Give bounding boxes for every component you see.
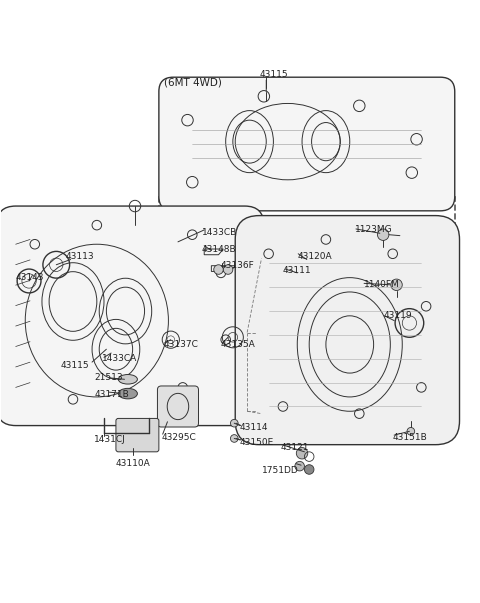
Text: 43295C: 43295C [161, 433, 196, 442]
Text: 43148B: 43148B [202, 244, 237, 253]
Text: 1140FM: 1140FM [364, 280, 400, 289]
Text: 1433CA: 1433CA [102, 355, 137, 363]
Circle shape [407, 428, 415, 435]
Circle shape [296, 447, 308, 459]
Text: (6MT 4WD): (6MT 4WD) [164, 77, 221, 87]
Text: 43151B: 43151B [393, 433, 428, 442]
Ellipse shape [118, 388, 137, 399]
FancyBboxPatch shape [159, 197, 455, 321]
FancyBboxPatch shape [159, 77, 455, 211]
Text: 43115: 43115 [61, 361, 90, 370]
Text: 43115: 43115 [259, 71, 288, 80]
Circle shape [391, 279, 402, 291]
Circle shape [230, 419, 238, 427]
Text: 43150E: 43150E [240, 438, 274, 447]
Text: 43136F: 43136F [221, 261, 255, 270]
FancyBboxPatch shape [235, 216, 459, 444]
Text: 43121: 43121 [281, 443, 309, 452]
Circle shape [230, 435, 238, 442]
Text: 43143: 43143 [16, 273, 44, 282]
Ellipse shape [118, 374, 137, 384]
Text: 21513: 21513 [95, 373, 123, 382]
Circle shape [295, 461, 304, 471]
Text: 43114: 43114 [240, 423, 268, 432]
Circle shape [214, 265, 223, 274]
Text: 1751DD: 1751DD [262, 466, 299, 475]
Text: 43171B: 43171B [95, 390, 129, 399]
Text: 43120A: 43120A [297, 251, 332, 260]
FancyBboxPatch shape [0, 206, 264, 426]
Circle shape [304, 465, 314, 474]
FancyBboxPatch shape [157, 386, 199, 427]
Text: 1431CJ: 1431CJ [95, 435, 126, 444]
Text: 43110A: 43110A [115, 459, 150, 469]
Text: 43111: 43111 [283, 266, 312, 275]
Text: 1433CB: 1433CB [202, 228, 237, 237]
Text: 43119: 43119 [383, 311, 412, 320]
Text: 43137C: 43137C [164, 340, 199, 349]
Circle shape [223, 265, 233, 274]
Text: 43135A: 43135A [221, 340, 256, 349]
Text: 1123MG: 1123MG [355, 226, 392, 235]
FancyBboxPatch shape [116, 418, 159, 452]
Text: 43113: 43113 [66, 251, 95, 260]
Circle shape [377, 229, 389, 241]
